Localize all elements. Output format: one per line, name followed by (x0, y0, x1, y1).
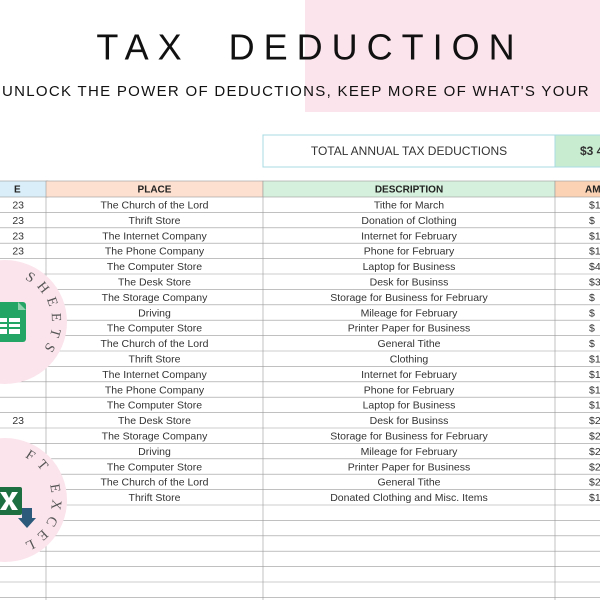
cell-text: The Storage Company (102, 292, 208, 304)
cell-text: The Church of the Lord (101, 338, 209, 350)
cell-text: Clothing (390, 353, 429, 365)
cell-text: Mileage for February (361, 446, 459, 458)
total-box (262, 134, 556, 168)
cell-text: Thrift Store (129, 492, 181, 504)
cell-text: $ (589, 215, 595, 227)
cell-text: 23 (12, 199, 24, 211)
cell-text: $ (589, 338, 595, 350)
cell-text: Tithe for March (374, 199, 444, 211)
cell-text: General Tithe (377, 338, 440, 350)
total-label: TOTAL ANNUAL TAX DEDUCTIONS (311, 144, 507, 158)
cell-text: $ (589, 307, 595, 319)
cell-text: The Computer Store (107, 461, 202, 473)
cell-text: 23 (12, 215, 24, 227)
cell-text: The Church of the Lord (101, 199, 209, 211)
cell-text: 23 (12, 230, 24, 242)
excel-arrow (18, 508, 36, 528)
cell-text: The Computer Store (107, 400, 202, 412)
cell-text: $1 (589, 384, 600, 396)
cell-text: Driving (138, 446, 171, 458)
cell-text: Printer Paper for Business (348, 323, 471, 335)
cell-text: $2 (589, 477, 600, 489)
title: TAX DEDUCTION (96, 27, 523, 68)
pink-banner (305, 0, 600, 112)
cell-text: The Computer Store (107, 261, 202, 273)
header-cell (554, 180, 600, 198)
table: E PLACE DESCRIPTION AM 23 The Church of the L… (0, 180, 600, 600)
cell-text: $ (589, 323, 595, 335)
cell-text: Internet for February (361, 369, 457, 381)
cell-text: Storage for Business for February (330, 292, 488, 304)
cell-text: The Phone Company (105, 384, 205, 396)
cell-text: $1 (589, 246, 600, 258)
cell-text: $4 (589, 261, 600, 273)
cell-text: Phone for February (364, 246, 455, 258)
cell-text: The Computer Store (107, 323, 202, 335)
cell-text: The Internet Company (102, 230, 207, 242)
total-cell (554, 134, 600, 168)
cell-text: Laptop for Business (363, 261, 456, 273)
cell-text: The Desk Store (118, 276, 191, 288)
header-label: DESCRIPTION (375, 185, 443, 196)
cell-text: Desk for Businss (370, 276, 449, 288)
badge-circle (0, 260, 67, 384)
sheets-grid (0, 318, 20, 334)
cell-text: $1 (589, 400, 600, 412)
cell-text: General Tithe (377, 477, 440, 489)
cell-text: The Church of the Lord (101, 477, 209, 489)
cell-text: The Phone Company (105, 246, 205, 258)
cell-text: $2 (589, 415, 600, 427)
cell-text: 23 (12, 246, 24, 258)
cell-text: $1 (589, 230, 600, 242)
sheets-fold (18, 302, 26, 310)
cell-text: $2 (589, 461, 600, 473)
cell-text: $2 (589, 446, 600, 458)
cell-text: $1 (589, 369, 600, 381)
cell-text: Thrift Store (129, 215, 181, 227)
subtitle: UNLOCK THE POWER OF DEDUCTIONS, KEEP MOR… (2, 83, 590, 100)
cell-text: The Storage Company (102, 430, 208, 442)
header-label: AM (585, 185, 600, 196)
cell-text: $3 (589, 276, 600, 288)
header-cell (0, 180, 49, 198)
cell-text: Driving (138, 307, 171, 319)
cell-text: Mileage for February (361, 307, 459, 319)
cell-text: The Internet Company (102, 369, 207, 381)
cell-text: Printer Paper for Business (348, 461, 471, 473)
cell-text: $1 (589, 492, 600, 504)
excel-x (0, 492, 18, 510)
cell-text: Donation of Clothing (361, 215, 456, 227)
cell-text: $1 (589, 353, 600, 365)
cell-text: 23 (12, 415, 24, 427)
cell-text: Desk for Businss (370, 415, 449, 427)
cell-text: $1 (589, 199, 600, 211)
cell-text: Donated Clothing and Misc. Items (330, 492, 488, 504)
header-label: E (14, 185, 21, 196)
header-label: PLACE (138, 185, 172, 196)
cell-text: Internet for February (361, 230, 457, 242)
cell-text: Storage for Business for February (330, 430, 488, 442)
cell-text: $2 (589, 430, 600, 442)
total-value: $3 4 (580, 144, 600, 158)
cell-text: The Desk Store (118, 415, 191, 427)
cell-text: Thrift Store (129, 353, 181, 365)
cell-text: Phone for February (364, 384, 455, 396)
badge-circle (0, 438, 67, 562)
cell-text: Laptop for Business (363, 400, 456, 412)
cell-text: $ (589, 292, 595, 304)
